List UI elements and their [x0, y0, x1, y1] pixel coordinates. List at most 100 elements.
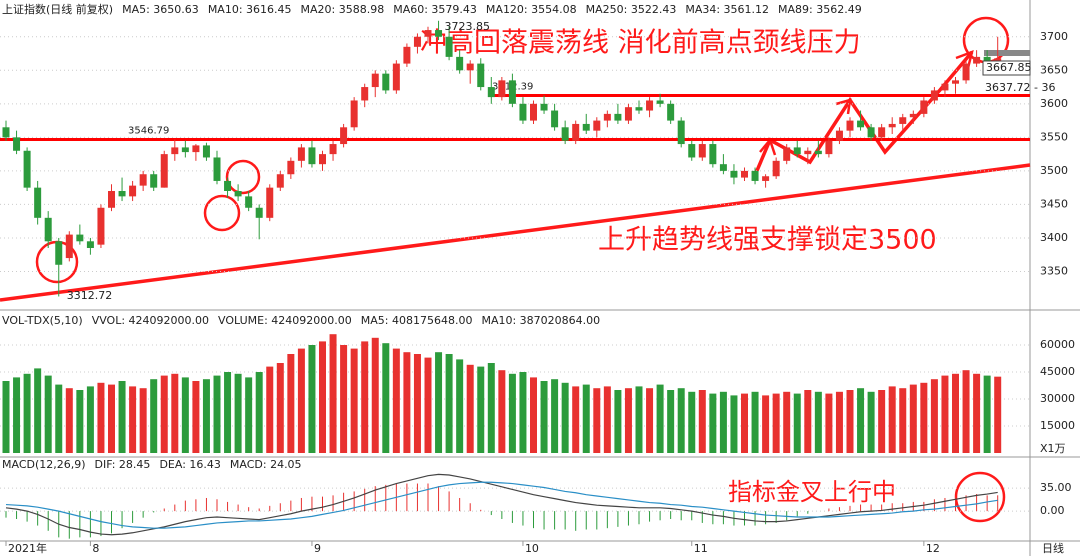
volume-bar [44, 375, 52, 453]
candle-body [435, 30, 443, 37]
volume-bar [762, 395, 770, 453]
candle-body [403, 46, 411, 64]
volume-bar [593, 388, 601, 453]
candle-body [23, 150, 31, 188]
candle-body [793, 147, 801, 155]
candle-body [667, 103, 675, 121]
volume-bar [614, 390, 622, 453]
volume-bar [466, 364, 474, 453]
volume-bar [13, 377, 21, 453]
price-box [982, 60, 1031, 76]
y-tick-label: 3450 [1040, 197, 1068, 210]
candle-body [741, 170, 748, 178]
volume-bar [139, 388, 147, 453]
volume-bar [508, 373, 516, 453]
y-tick-label: 3350 [1040, 264, 1068, 277]
candle-body [751, 170, 759, 181]
volume-bar [213, 375, 221, 453]
candle-body [857, 120, 865, 128]
volume-bar [888, 386, 896, 453]
volume-bar [783, 391, 791, 453]
legend-label: VOL-TDX(5,10) [2, 314, 83, 327]
candle-body [772, 160, 780, 177]
volume-bar [129, 386, 137, 453]
candle-body [202, 145, 210, 158]
volume-bar [983, 375, 991, 453]
volume-bar [23, 373, 31, 453]
y-tick-label: 3400 [1040, 231, 1068, 244]
y-tick-label: 60000 [1040, 338, 1075, 351]
period-label: 日线 [1042, 541, 1064, 555]
candle-body [287, 160, 295, 175]
candle-body [909, 113, 917, 118]
legend-label: MA34: 3561.12 [685, 3, 769, 16]
volume-bar [202, 379, 210, 453]
candle-body [424, 30, 432, 37]
candle-body [561, 127, 569, 141]
volume-bar [424, 357, 432, 453]
candle-body [361, 87, 369, 101]
legend-label: MA60: 3579.43 [393, 3, 477, 16]
candle-body [224, 180, 232, 191]
volume-bar [656, 384, 664, 453]
candle-body [308, 147, 316, 165]
volume-bar [487, 363, 495, 453]
volume-bar [319, 341, 326, 453]
candle-body [466, 63, 474, 71]
price-label: 3667.85 [986, 61, 1032, 74]
candle-body [783, 147, 791, 161]
candle-body [371, 73, 379, 88]
candle-body [245, 196, 253, 208]
volume-bar [814, 391, 822, 453]
volume-bar [582, 384, 590, 453]
volume-bar [930, 379, 938, 453]
volume-bar [392, 348, 400, 453]
y-tick-label: 0.00 [1040, 504, 1065, 517]
volume-bar [519, 372, 527, 453]
legend-label: MA20: 3588.98 [301, 3, 385, 16]
volume-bar [741, 393, 748, 453]
candle-body [973, 56, 981, 64]
arrow-head [835, 98, 852, 115]
candle-body [878, 127, 886, 138]
candle-body [413, 36, 421, 47]
volume-bar [245, 377, 253, 453]
candle-body [603, 113, 611, 121]
candle-body [108, 191, 115, 208]
candle-body [340, 127, 348, 145]
volume-bar [646, 388, 654, 453]
legend-label: MACD: 24.05 [230, 458, 302, 471]
candle-body [709, 144, 717, 165]
candle-body [266, 187, 274, 218]
volume-bar [677, 388, 685, 453]
candle-body [129, 185, 137, 197]
volume-bar [2, 381, 10, 453]
x-tick-label: 8 [92, 542, 99, 555]
candle-body [730, 170, 738, 178]
candle-body [582, 123, 590, 131]
volume-bar [857, 388, 865, 453]
legend-label: VOLUME: 424092000.00 [218, 314, 352, 327]
volume-bar [561, 382, 569, 453]
volume-bar [361, 341, 369, 453]
volume-bar [572, 386, 580, 453]
candle-body [624, 107, 632, 121]
candle-body [762, 176, 770, 181]
legend-label: MA10: 3616.45 [208, 3, 292, 16]
candle-body [487, 87, 495, 98]
volume-bar [371, 337, 379, 453]
candle-body [614, 113, 622, 121]
candle-body [498, 80, 506, 98]
volume-bar [266, 366, 274, 453]
candle-body [899, 117, 907, 124]
candle-body [646, 100, 654, 111]
candle-body [181, 147, 189, 153]
volume-bar [287, 354, 295, 453]
candle-body [508, 80, 516, 104]
candle-body [97, 207, 105, 245]
legend-label: 上证指数(日线 前复权) [2, 2, 113, 16]
candle-body [952, 80, 959, 84]
candle-body [551, 110, 559, 128]
candle-body [477, 63, 485, 88]
volume-bar [224, 372, 232, 453]
